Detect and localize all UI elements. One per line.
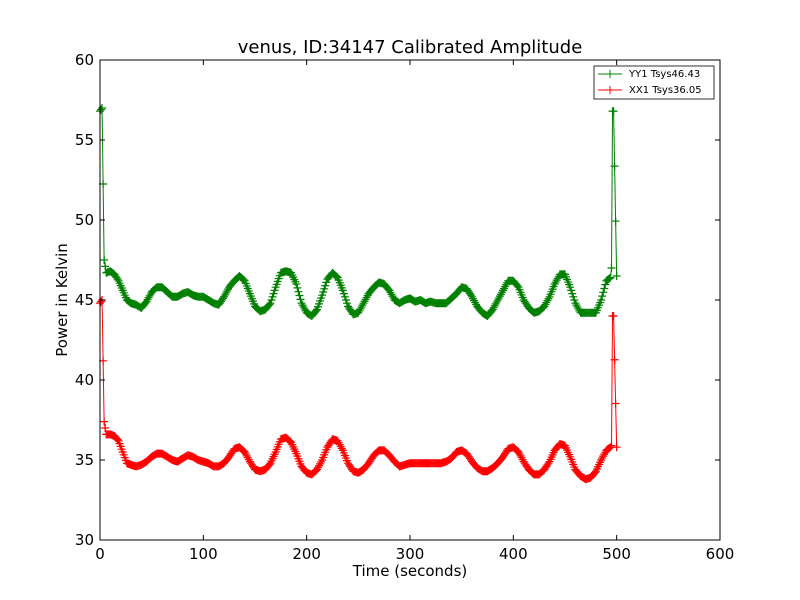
y-axis-label: Power in Kelvin [53, 243, 71, 357]
data-point [222, 288, 231, 297]
data-point [358, 301, 367, 310]
data-point [315, 461, 324, 470]
series-markers-0 [96, 104, 621, 320]
data-point [605, 274, 614, 283]
series-layer [96, 104, 621, 484]
x-tick-label: 300 [396, 545, 425, 563]
data-point [494, 294, 503, 303]
data-point [466, 291, 475, 300]
x-tick-label: 500 [602, 545, 631, 563]
data-point [607, 441, 616, 450]
data-point [295, 291, 304, 300]
data-point [611, 217, 620, 226]
data-point [601, 280, 610, 289]
data-point [600, 450, 609, 459]
ticks-layer: 0 100 200 300 400 500 600 30 35 40 45 50 55 60 [75, 51, 734, 563]
chart-title: venus, ID:34147 Calibrated Amplitude [238, 37, 583, 58]
y-tick-label: 55 [75, 131, 94, 149]
data-point [609, 312, 618, 320]
y-tick-label: 60 [75, 51, 94, 69]
data-point [361, 295, 370, 304]
data-point [317, 457, 326, 466]
data-point [610, 355, 619, 364]
data-point [355, 306, 364, 315]
data-point [386, 288, 395, 297]
data-point [113, 435, 122, 444]
x-tick-label: 0 [95, 545, 105, 563]
data-point [265, 300, 274, 309]
data-point [612, 272, 621, 280]
data-point [265, 460, 274, 469]
legend-label-yy1: YY1 Tsys46.43 [628, 69, 700, 80]
data-point [541, 300, 550, 309]
data-point [609, 107, 618, 116]
data-point [296, 295, 305, 304]
data-point [600, 284, 609, 293]
y-tick-label: 35 [75, 451, 94, 469]
data-point [516, 451, 525, 460]
y-tick-label: 40 [75, 371, 94, 389]
data-point [550, 280, 559, 288]
series-markers-1 [96, 296, 621, 484]
data-point [293, 283, 302, 292]
data-point [572, 301, 581, 310]
data-point [610, 162, 619, 171]
data-point [294, 287, 303, 296]
data-point [607, 264, 616, 272]
data-point [497, 288, 506, 297]
data-point [470, 296, 479, 305]
x-axis-label: Time (seconds) [352, 562, 468, 580]
x-tick-label: 200 [292, 545, 321, 563]
data-point [336, 442, 345, 451]
data-point [100, 417, 109, 426]
x-tick-label: 100 [189, 545, 218, 563]
data-point [514, 448, 523, 456]
data-point [218, 294, 227, 303]
data-point [544, 459, 553, 468]
y-tick-label: 30 [75, 531, 94, 549]
data-point [101, 262, 110, 271]
data-point [299, 303, 308, 312]
legend-label-xx1: XX1 Tsys36.05 [629, 85, 702, 96]
data-point [98, 104, 107, 112]
data-point [311, 306, 320, 315]
legend: YY1 Tsys46.43 XX1 Tsys36.05 [593, 65, 715, 100]
data-point [491, 299, 500, 308]
data-point [597, 456, 606, 464]
data-point [240, 448, 249, 456]
data-point [544, 294, 553, 303]
data-point [597, 296, 606, 304]
data-point [337, 444, 346, 453]
data-point [243, 453, 252, 462]
x-tick-label: 600 [706, 545, 735, 563]
data-point [101, 424, 110, 432]
data-point [100, 256, 109, 264]
data-point [590, 468, 599, 477]
data-point [611, 399, 620, 408]
data-point [612, 443, 621, 452]
data-point [501, 282, 510, 291]
legend-box [593, 65, 715, 100]
data-point [333, 436, 342, 445]
data-point [144, 293, 153, 302]
data-point [513, 281, 522, 290]
data-point [292, 280, 301, 288]
data-point [97, 297, 106, 306]
data-point [599, 288, 608, 297]
x-tick-label: 400 [499, 545, 528, 563]
data-point [606, 273, 615, 282]
data-point [113, 275, 122, 284]
data-point [488, 305, 497, 314]
data-point [598, 292, 607, 301]
y-tick-label: 50 [75, 211, 94, 229]
data-point [97, 105, 106, 114]
y-tick-label: 45 [75, 291, 94, 309]
